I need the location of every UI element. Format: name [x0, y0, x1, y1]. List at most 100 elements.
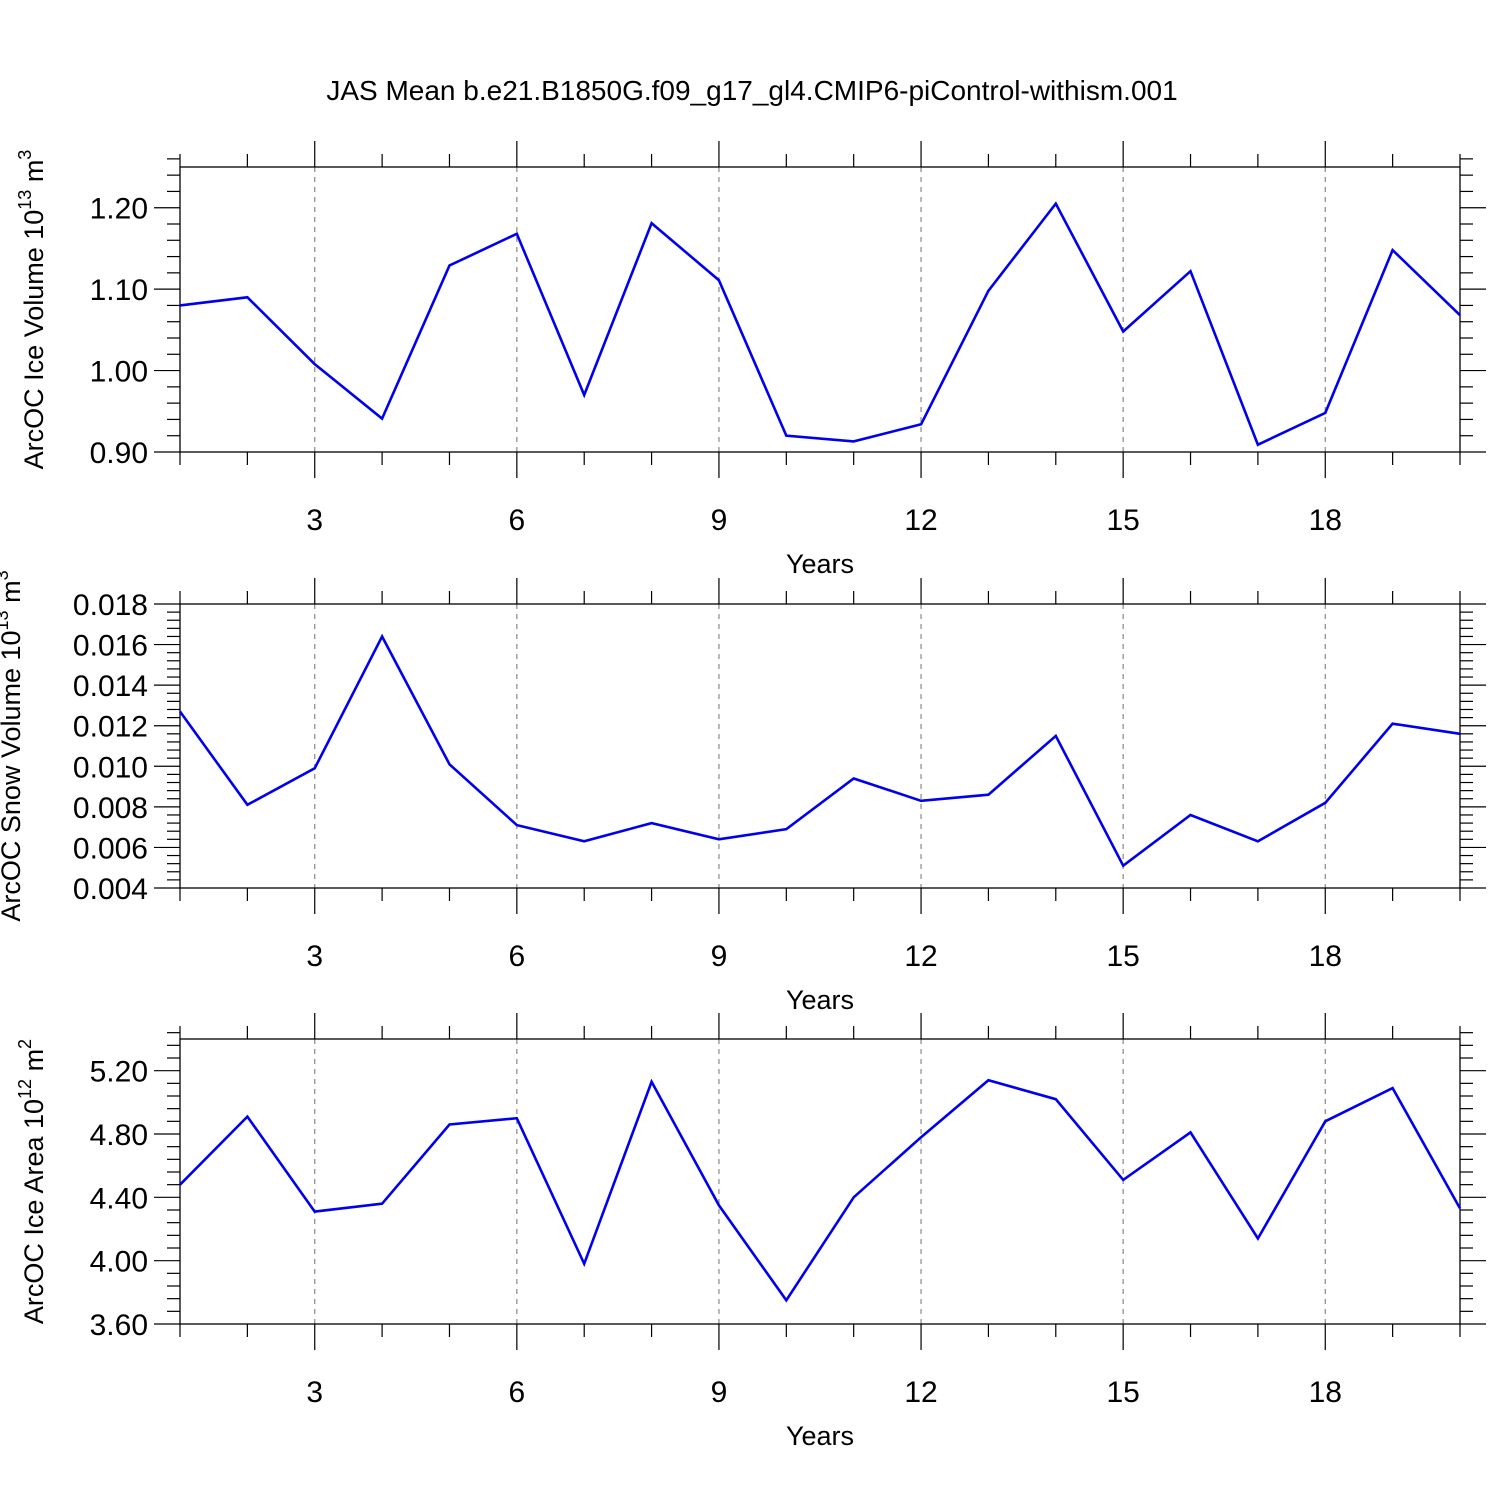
data-point: [1458, 1206, 1462, 1210]
data-point: [1121, 1178, 1125, 1182]
y-tick-label: 0.018: [73, 589, 148, 622]
data-point: [1256, 1237, 1260, 1241]
data-point: [245, 803, 249, 807]
y-tick-label: 1.20: [90, 193, 148, 226]
data-point: [852, 439, 856, 443]
plot-frame: [179, 166, 1461, 453]
y-tick-label: 1.00: [90, 356, 148, 389]
series-line: [178, 633, 1461, 868]
data-point: [1323, 801, 1327, 805]
data-point: [986, 793, 990, 797]
data-point: [1121, 329, 1125, 333]
x-tick-label: 12: [904, 940, 937, 973]
y-tick-label: 5.20: [90, 1056, 148, 1089]
y-tick-label: 0.008: [73, 792, 148, 825]
y-axis-label: ArcOC Ice Volume 1013 m3: [15, 150, 49, 470]
x-tick-label: 18: [1309, 1376, 1342, 1409]
x-tick-label: 12: [904, 504, 937, 537]
y-tick-label: 0.016: [73, 630, 148, 663]
snow-volume-panel: 0.004 0.006 0.008 0.010 0.012 0.014 0.016 0.018…: [0, 570, 1486, 1015]
data-point: [245, 1115, 249, 1119]
data-point: [313, 766, 317, 770]
data-point: [582, 1262, 586, 1266]
ice-volume-panel: 0.90 1.00 1.10 1.20 3 6 9 12 15 18 Years ArcOC Ice …: [15, 141, 1486, 579]
data-point: [650, 221, 654, 225]
data-point: [852, 1195, 856, 1199]
data-point: [447, 762, 451, 766]
ice-area-panel: 3.60 4.00 4.40 4.80 5.20 3 6 9 12 15 18 Years ArcOC …: [15, 1013, 1486, 1451]
data-point: [1458, 732, 1462, 736]
data-point: [1256, 443, 1260, 447]
data-point: [380, 634, 384, 638]
data-point: [650, 1080, 654, 1084]
data-point: [1391, 248, 1395, 252]
y-tick-label: 4.40: [90, 1182, 148, 1215]
x-tick-label: 15: [1106, 1376, 1139, 1409]
y-tick-label: 0.014: [73, 670, 148, 703]
data-point: [919, 799, 923, 803]
data-point: [582, 839, 586, 843]
x-tick-label: 9: [711, 1376, 728, 1409]
x-tick-label: 18: [1309, 940, 1342, 973]
data-point: [1458, 313, 1462, 317]
data-point: [447, 1123, 451, 1127]
data-point: [447, 264, 451, 268]
data-point: [919, 1135, 923, 1139]
x-tick-label: 3: [306, 1376, 323, 1409]
data-point: [380, 417, 384, 421]
y-tick-label: 0.012: [73, 711, 148, 744]
data-point: [1323, 411, 1327, 415]
series-line: [179, 1078, 1462, 1303]
x-tick-label: 3: [306, 940, 323, 973]
data-point: [1189, 813, 1193, 817]
data-point: [1121, 864, 1125, 868]
data-point: [919, 422, 923, 426]
data-point: [313, 362, 317, 366]
data-point: [717, 837, 721, 841]
data-point: [986, 1078, 990, 1082]
x-tick-label: 6: [508, 940, 525, 973]
plot-frame: [179, 1038, 1461, 1325]
series-line: [179, 201, 1461, 447]
data-point: [582, 393, 586, 397]
data-point: [1323, 1119, 1327, 1123]
data-point: [1391, 1086, 1395, 1090]
data-point: [178, 710, 182, 714]
y-tick-label: 4.80: [90, 1119, 148, 1152]
data-point: [1391, 722, 1395, 726]
data-point: [178, 1183, 182, 1187]
y-tick-label: 4.00: [90, 1246, 148, 1279]
x-axis-label: Years: [786, 1421, 854, 1451]
data-point: [852, 776, 856, 780]
y-tick-label: 0.006: [73, 832, 148, 865]
data-point: [515, 1116, 519, 1120]
x-tick-label: 18: [1309, 504, 1342, 537]
y-tick-label: 3.60: [90, 1309, 148, 1342]
x-axis-label: Years: [786, 985, 854, 1015]
x-tick-label: 12: [904, 1376, 937, 1409]
data-point: [515, 823, 519, 827]
x-tick-label: 6: [508, 1376, 525, 1409]
data-point: [313, 1210, 317, 1214]
data-point: [1054, 1097, 1058, 1101]
data-point: [178, 303, 182, 307]
y-tick-label: 0.90: [90, 437, 148, 470]
y-axis-label: ArcOC Ice Area 1012 m2: [15, 1039, 49, 1324]
data-point: [986, 289, 990, 293]
x-tick-label: 9: [711, 940, 728, 973]
x-tick-label: 6: [508, 504, 525, 537]
x-tick-label: 3: [306, 504, 323, 537]
data-point: [1054, 734, 1058, 738]
data-point: [784, 827, 788, 831]
x-tick-label: 9: [711, 504, 728, 537]
data-point: [1189, 269, 1193, 273]
data-point: [380, 1202, 384, 1206]
y-tick-label: 0.010: [73, 751, 148, 784]
data-point: [650, 821, 654, 825]
data-point: [1189, 1130, 1193, 1134]
y-tick-label: 1.10: [90, 274, 148, 307]
data-point: [784, 1298, 788, 1302]
data-point: [784, 434, 788, 438]
data-point: [717, 278, 721, 282]
